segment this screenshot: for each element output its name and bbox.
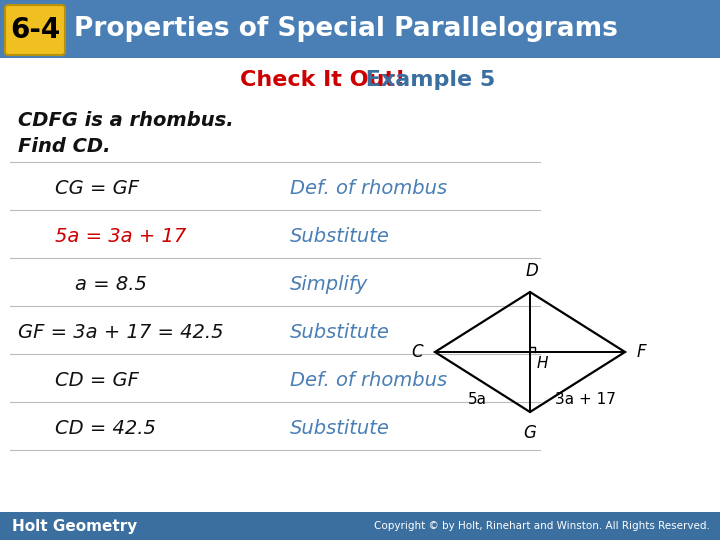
- Text: GF = 3a + 17 = 42.5: GF = 3a + 17 = 42.5: [18, 322, 223, 341]
- FancyBboxPatch shape: [5, 5, 65, 55]
- Text: Substitute: Substitute: [290, 418, 390, 437]
- FancyBboxPatch shape: [0, 0, 720, 58]
- Text: CD = GF: CD = GF: [55, 370, 139, 389]
- Text: Holt Geometry: Holt Geometry: [12, 518, 138, 534]
- Text: 5a: 5a: [468, 392, 487, 407]
- Text: CG = GF: CG = GF: [55, 179, 139, 198]
- Text: Def. of rhombus: Def. of rhombus: [290, 179, 447, 198]
- Text: Check It Out!: Check It Out!: [240, 70, 405, 90]
- Text: Copyright © by Holt, Rinehart and Winston. All Rights Reserved.: Copyright © by Holt, Rinehart and Winsto…: [374, 521, 710, 531]
- Text: Substitute: Substitute: [290, 226, 390, 246]
- Text: Def. of rhombus: Def. of rhombus: [290, 370, 447, 389]
- Text: D: D: [526, 262, 539, 280]
- Text: CD = 42.5: CD = 42.5: [55, 418, 156, 437]
- Text: 5a = 3a + 17: 5a = 3a + 17: [55, 226, 186, 246]
- Text: Properties of Special Parallelograms: Properties of Special Parallelograms: [74, 16, 618, 42]
- Text: 3a + 17: 3a + 17: [555, 392, 616, 407]
- Text: Substitute: Substitute: [290, 322, 390, 341]
- Text: 6-4: 6-4: [10, 16, 60, 44]
- Text: Example 5: Example 5: [358, 70, 495, 90]
- Text: G: G: [523, 424, 536, 442]
- Text: CDFG is a rhombus.: CDFG is a rhombus.: [18, 111, 233, 130]
- Text: Find CD.: Find CD.: [18, 137, 110, 156]
- Text: Simplify: Simplify: [290, 274, 368, 294]
- Text: C: C: [411, 343, 423, 361]
- Text: H: H: [537, 356, 549, 371]
- Text: a = 8.5: a = 8.5: [75, 274, 147, 294]
- Text: F: F: [637, 343, 647, 361]
- FancyBboxPatch shape: [0, 512, 720, 540]
